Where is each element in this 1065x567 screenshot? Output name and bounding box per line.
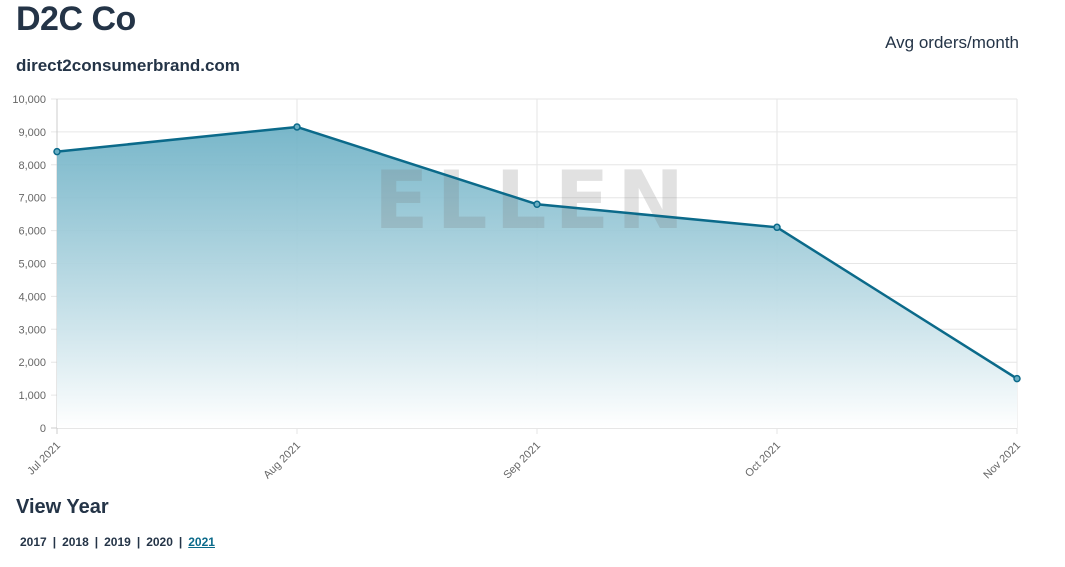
y-tick-label: 4,000 (18, 291, 46, 303)
year-link-2019[interactable]: 2019 (104, 535, 131, 549)
year-link-2021[interactable]: 2021 (188, 535, 215, 549)
year-separator: | (136, 535, 141, 549)
year-separator: | (178, 535, 183, 549)
y-tick-label: 8,000 (18, 160, 46, 172)
y-tick-label: 1,000 (18, 390, 46, 402)
year-separator: | (52, 535, 57, 549)
y-tick-label: 5,000 (18, 259, 46, 271)
y-tick-label: 2,000 (18, 357, 46, 369)
x-tick-label: Aug 2021 (261, 440, 303, 482)
y-tick-label: 0 (40, 423, 46, 435)
area-fill (57, 126, 1017, 428)
year-link-2020[interactable]: 2020 (146, 535, 173, 549)
year-separator: | (94, 535, 99, 549)
y-tick-label: 6,000 (18, 226, 46, 238)
x-tick-label: Jul 2021 (25, 440, 63, 478)
y-tick-label: 7,000 (18, 193, 46, 205)
year-link-2018[interactable]: 2018 (62, 535, 89, 549)
y-tick-label: 10,000 (12, 94, 46, 106)
x-axis: Jul 2021 Aug 2021 Sep 2021 Oct 2021 Nov 2021 (25, 440, 1023, 482)
y-axis: 0 1,000 2,000 3,000 4,000 5,000 6,000 7,000 8,00… (12, 94, 46, 435)
data-point (53, 147, 61, 156)
x-tick-label: Nov 2021 (981, 440, 1023, 482)
data-point (533, 200, 541, 209)
metric-label: Avg orders/month (885, 33, 1019, 52)
data-point (773, 223, 781, 232)
company-domain: direct2consumerbrand.com (16, 56, 240, 75)
y-tick-label: 9,000 (18, 127, 46, 139)
year-selector: 2017 | 2018 | 2019 | 2020 | 2021 (20, 535, 215, 549)
view-year-title: View Year (16, 496, 109, 518)
x-tick-label: Sep 2021 (501, 440, 543, 482)
x-tick-label: Oct 2021 (743, 440, 783, 480)
data-points (53, 123, 1021, 383)
company-name: D2C Co (16, 0, 136, 38)
orders-area-chart: 0 1,000 2,000 3,000 4,000 5,000 6,000 7,000 8,00… (12, 94, 1023, 482)
data-point (1013, 374, 1021, 383)
y-tick-label: 3,000 (18, 324, 46, 336)
year-link-2017[interactable]: 2017 (20, 535, 47, 549)
data-point (293, 123, 301, 131)
